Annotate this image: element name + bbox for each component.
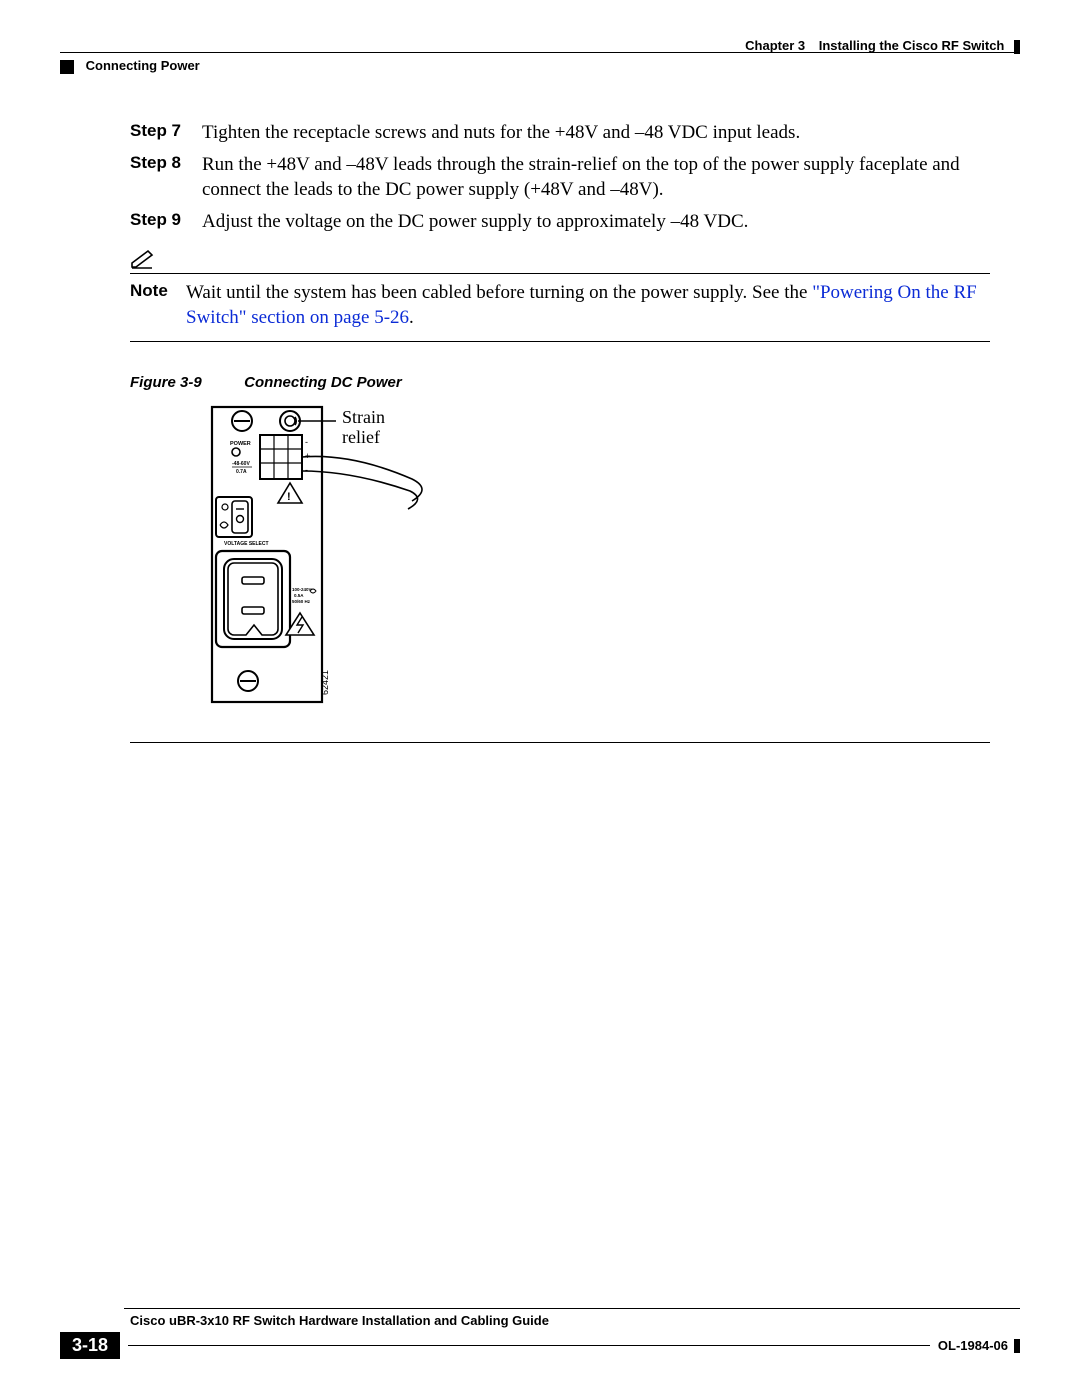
step-row: Step 7 Tighten the receptacle screws and… (130, 120, 990, 146)
svg-text:-: - (305, 465, 308, 475)
doc-id: OL-1984-06 (938, 1338, 1008, 1353)
guide-title: Cisco uBR-3x10 RF Switch Hardware Instal… (130, 1313, 1020, 1328)
figure-number: Figure 3-9 (130, 374, 240, 391)
page-header: Chapter 3 Installing the Cisco RF Switch… (60, 38, 1020, 64)
figure-id-vertical: 62421 (320, 670, 330, 695)
note-text-pre: Wait until the system has been cabled be… (186, 282, 812, 303)
chapter-label: Chapter 3 (745, 38, 805, 53)
power-label: POWER (230, 441, 251, 447)
step-label: Step 7 (130, 120, 202, 146)
note-row: Note Wait until the system has been cabl… (130, 280, 990, 331)
step-label: Step 8 (130, 152, 202, 203)
section-heading: Connecting Power (60, 58, 200, 74)
callout-l1: Strain (342, 407, 385, 427)
content-area: Step 7 Tighten the receptacle screws and… (130, 120, 990, 743)
note-block: Note Wait until the system has been cabl… (130, 249, 990, 342)
page: Chapter 3 Installing the Cisco RF Switch… (0, 0, 1080, 1397)
note-rule (130, 273, 990, 274)
dc-power-diagram: POWER + - - -48-60V 0.7A ! (202, 399, 502, 709)
footer-line (128, 1345, 930, 1346)
section-title: Connecting Power (86, 58, 200, 73)
section-end-rule (130, 742, 990, 743)
step-label: Step 9 (130, 209, 202, 235)
footer-row: 3-18 OL-1984-06 (60, 1332, 1020, 1359)
chapter-title: Installing the Cisco RF Switch (819, 38, 1005, 53)
svg-text:-: - (305, 437, 308, 447)
section-square-icon (60, 60, 74, 74)
page-footer: Cisco uBR-3x10 RF Switch Hardware Instal… (60, 1308, 1020, 1359)
figure-caption: Figure 3-9 Connecting DC Power (130, 374, 990, 391)
note-rule (130, 341, 990, 342)
page-number: 3-18 (60, 1332, 120, 1359)
step-text: Tighten the receptacle screws and nuts f… (202, 120, 990, 146)
voltage-select-label: VOLTAGE SELECT (224, 541, 269, 547)
note-label: Note (130, 280, 186, 331)
footer-rule (124, 1308, 1020, 1309)
dc-amp-label: 0.7A (236, 469, 247, 475)
ac-spec2: 0.5A (294, 593, 304, 598)
footer-bar-icon (1014, 1339, 1020, 1353)
step-text: Adjust the voltage on the DC power suppl… (202, 209, 990, 235)
note-text: Wait until the system has been cabled be… (186, 280, 990, 331)
note-text-post: . (409, 307, 414, 328)
ac-spec1: 100-240V (292, 587, 312, 592)
dc-spec-label: -48-60V (232, 461, 250, 467)
step-row: Step 9 Adjust the voltage on the DC powe… (130, 209, 990, 235)
header-rule (60, 52, 1020, 53)
svg-text:!: ! (287, 491, 291, 503)
ac-spec3: 50/60 Hz (292, 599, 311, 604)
figure-diagram: POWER + - - -48-60V 0.7A ! (202, 399, 990, 714)
step-text: Run the +48V and –48V leads through the … (202, 152, 990, 203)
callout-l2: relief (342, 427, 380, 447)
figure-title: Connecting DC Power (244, 374, 402, 391)
pencil-note-icon (130, 249, 154, 269)
step-row: Step 8 Run the +48V and –48V leads throu… (130, 152, 990, 203)
